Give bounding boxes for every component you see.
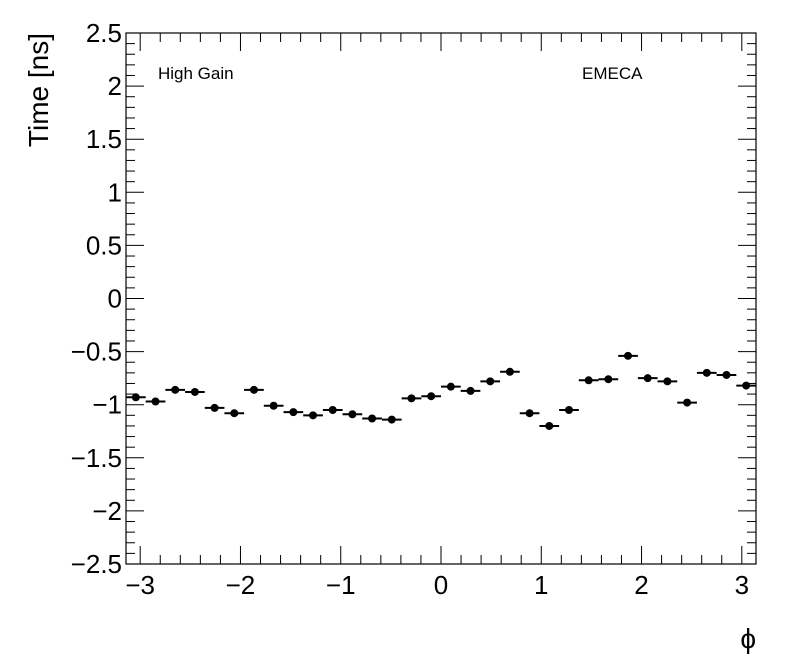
data-point: [210, 403, 219, 412]
x-axis-title: ϕ: [740, 623, 756, 654]
data-point: [230, 409, 239, 418]
annotation-high-gain: High Gain: [158, 64, 234, 83]
data-point: [269, 401, 278, 410]
y-tick-label: −1: [92, 390, 122, 420]
data-point: [584, 376, 593, 385]
data-point: [151, 397, 160, 406]
data-point: [407, 394, 416, 403]
data-point: [368, 414, 377, 423]
plot-frame: [125, 32, 757, 565]
x-tick-label: −1: [326, 570, 356, 600]
annotation-emeca: EMECA: [582, 64, 643, 83]
data-point: [328, 406, 337, 415]
data-point: [348, 410, 357, 419]
y-tick-label: 2: [108, 71, 122, 101]
data-markers: [126, 351, 756, 430]
data-point: [742, 381, 751, 390]
data-point: [663, 377, 672, 386]
data-point: [131, 393, 140, 402]
data-point: [486, 377, 495, 386]
y-tick-label: −2: [92, 496, 122, 526]
y-tick-label: −2.5: [71, 549, 122, 579]
data-point: [525, 409, 534, 418]
y-tick-label: 0: [108, 284, 122, 314]
y-tick-label: −0.5: [71, 337, 122, 367]
y-tick-label: −1.5: [71, 443, 122, 473]
data-point: [702, 368, 711, 377]
data-point: [466, 386, 475, 395]
data-point: [624, 351, 633, 360]
y-tick-label: 1: [108, 177, 122, 207]
x-tick-label: 0: [434, 570, 448, 600]
x-tick-label: 2: [634, 570, 648, 600]
data-point: [722, 370, 731, 379]
data-point: [564, 406, 573, 415]
x-tick-label: −2: [226, 570, 256, 600]
y-tick-label: 0.5: [86, 230, 122, 260]
data-point: [643, 374, 652, 383]
data-point: [683, 398, 692, 407]
data-point: [545, 421, 554, 430]
y-tick-label: 1.5: [86, 124, 122, 154]
axis-ticks: [126, 32, 756, 565]
data-point: [387, 415, 396, 424]
axis-tick-labels: −3 −2 −1 0 1 2 3 −2.5 −2 −1.5 −1 −0.5 0 0.5 1 1.5 2 2.5: [71, 18, 749, 600]
data-point: [249, 385, 258, 394]
y-tick-label: 2.5: [86, 18, 122, 48]
x-tick-label: 3: [735, 570, 749, 600]
data-point: [505, 367, 514, 376]
data-point: [190, 387, 199, 396]
data-point: [309, 411, 318, 420]
data-point: [171, 385, 180, 394]
y-axis-title: Time [ns]: [23, 33, 54, 147]
data-point: [289, 408, 298, 417]
data-point: [446, 382, 455, 391]
data-point: [604, 375, 613, 384]
x-tick-label: −3: [125, 570, 155, 600]
data-point: [427, 392, 436, 401]
x-tick-label: 1: [534, 570, 548, 600]
